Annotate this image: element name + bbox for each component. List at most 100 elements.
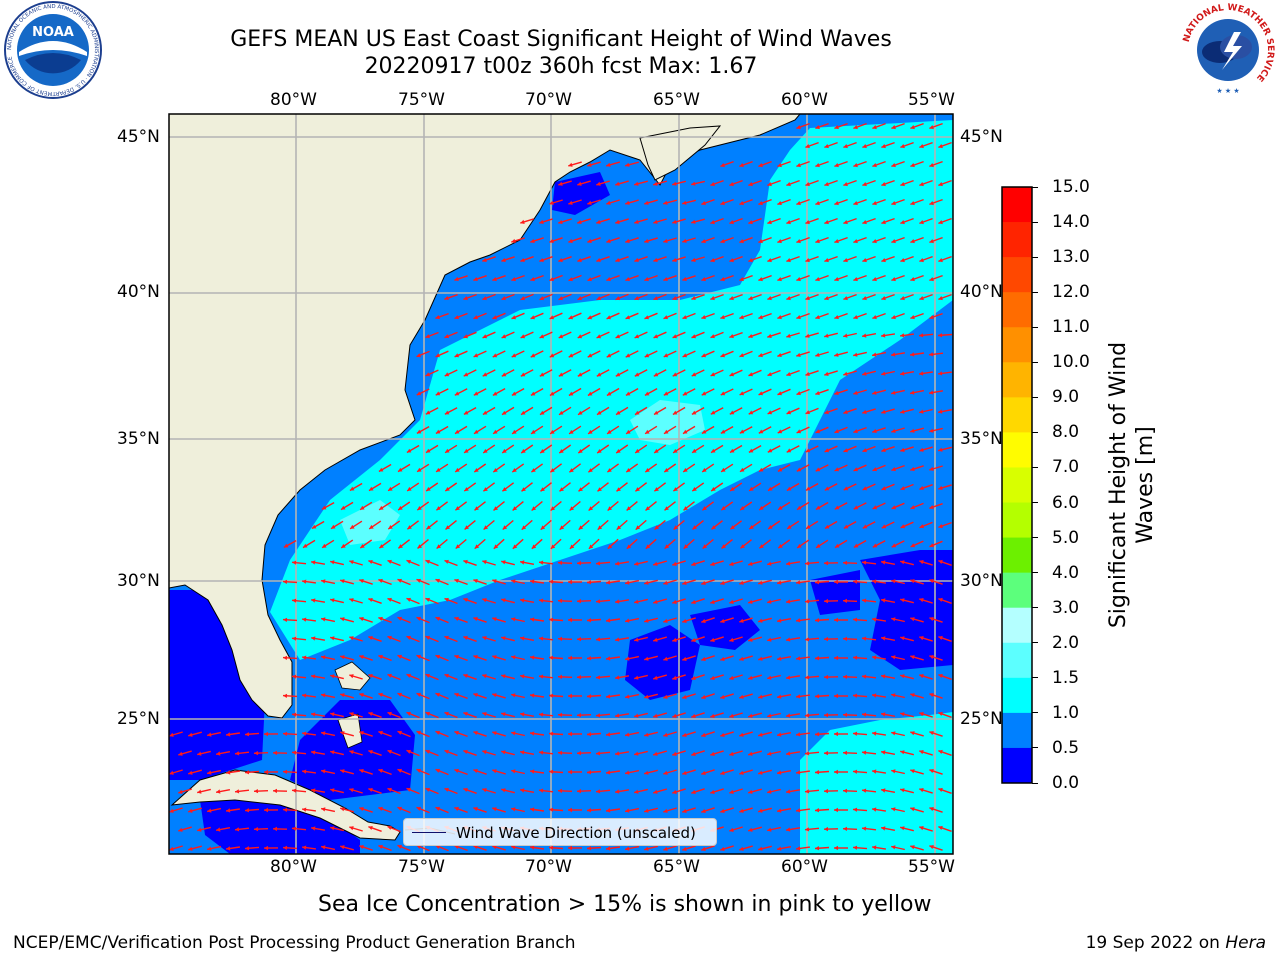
colorbar-tick-label: 12.0	[1052, 282, 1090, 303]
wave-direction-arrow	[368, 750, 382, 756]
wave-direction-arrow	[501, 293, 515, 301]
wave-direction-arrow	[682, 388, 696, 396]
wave-direction-arrow	[900, 560, 914, 566]
wave-direction-arrow	[606, 387, 620, 397]
wave-direction-arrow	[929, 807, 943, 813]
wave-direction-arrow	[814, 846, 830, 851]
wave-direction-arrow	[653, 482, 667, 492]
wave-direction-arrow	[586, 618, 602, 623]
wave-direction-arrow	[834, 198, 848, 206]
wave-direction-arrow	[349, 826, 363, 832]
wave-direction-arrow	[748, 826, 762, 832]
wave-direction-arrow	[463, 711, 477, 718]
wave-direction-arrow	[701, 274, 715, 282]
wave-direction-arrow	[482, 293, 496, 301]
wave-direction-arrow	[805, 141, 819, 149]
wave-direction-arrow	[511, 274, 525, 282]
wave-direction-arrow	[540, 482, 552, 492]
wave-direction-arrow	[387, 749, 401, 757]
wave-height-light-cyan-patch-2	[340, 500, 400, 545]
wave-direction-arrow	[928, 352, 944, 357]
wave-direction-arrow	[842, 560, 858, 565]
wave-direction-arrow	[511, 655, 525, 661]
wave-direction-arrow	[548, 693, 564, 698]
wave-direction-arrow	[416, 463, 430, 473]
wave-direction-arrow	[701, 693, 715, 699]
wave-direction-arrow	[291, 674, 307, 679]
wave-direction-arrow	[340, 617, 354, 623]
wave-direction-arrow	[824, 179, 838, 187]
wave-direction-arrow	[672, 482, 686, 492]
wave-direction-arrow	[910, 540, 924, 548]
wave-direction-arrow	[938, 711, 952, 718]
wave-direction-arrow	[899, 371, 915, 376]
footer-date: 19 Sep 2022 on Hera	[1086, 933, 1266, 953]
wave-direction-arrow	[862, 370, 876, 376]
wave-direction-arrow	[796, 312, 810, 320]
wave-direction-arrow	[852, 693, 868, 698]
wave-direction-arrow	[720, 845, 734, 851]
wave-direction-arrow	[891, 312, 905, 320]
wave-direction-arrow	[653, 636, 667, 642]
wave-direction-arrow	[330, 712, 344, 718]
wave-direction-arrow	[861, 560, 877, 565]
wave-direction-arrow	[701, 463, 715, 473]
colorbar-segment	[1002, 537, 1032, 574]
wave-direction-arrow	[691, 750, 705, 756]
colorbar-tick-label: 4.0	[1052, 562, 1080, 583]
wave-direction-arrow	[842, 674, 858, 679]
colorbar-segment	[1002, 502, 1032, 539]
wave-direction-arrow	[891, 389, 905, 395]
wave-direction-arrow	[501, 598, 515, 604]
wave-direction-arrow	[785, 827, 801, 832]
wave-direction-arrow	[842, 826, 858, 831]
wave-direction-arrow	[387, 711, 401, 719]
wave-direction-arrow	[682, 199, 696, 205]
wave-direction-arrow	[568, 617, 582, 623]
wave-direction-arrow	[463, 559, 477, 566]
wave-direction-arrow	[767, 407, 781, 415]
wave-direction-arrow	[938, 293, 952, 301]
wave-direction-arrow	[511, 769, 525, 775]
wave-direction-arrow	[777, 198, 791, 206]
wave-direction-arrow	[444, 294, 458, 300]
wave-direction-arrow	[720, 769, 734, 775]
wave-direction-arrow	[291, 788, 307, 793]
wave-direction-arrow	[644, 387, 658, 397]
wave-direction-arrow	[416, 350, 430, 358]
wave-direction-arrow	[804, 675, 820, 680]
wave-direction-arrow	[340, 539, 354, 549]
wave-direction-arrow	[785, 751, 801, 756]
wave-direction-arrow	[720, 463, 734, 473]
wave-direction-arrow	[748, 217, 762, 225]
wave-direction-arrow	[663, 237, 677, 243]
wave-direction-arrow	[425, 407, 439, 415]
wave-direction-arrow	[444, 331, 458, 339]
wave-direction-arrow	[720, 350, 734, 358]
wave-direction-arrow	[624, 769, 640, 775]
wave-direction-arrow	[576, 599, 592, 604]
wave-direction-arrow	[853, 312, 867, 320]
wave-direction-arrow	[634, 180, 648, 186]
wave-direction-arrow	[614, 789, 630, 794]
wave-direction-arrow	[368, 636, 382, 642]
wave-direction-arrow	[919, 674, 933, 680]
wave-direction-arrow	[511, 693, 525, 699]
wave-direction-arrow	[852, 579, 868, 584]
wave-direction-arrow	[672, 406, 686, 416]
wave-direction-arrow	[425, 369, 439, 377]
wave-direction-arrow	[626, 538, 638, 550]
wave-direction-arrow	[804, 789, 820, 794]
wave-direction-arrow	[682, 693, 696, 699]
wave-direction-arrow	[748, 407, 762, 415]
wave-direction-arrow	[253, 751, 269, 756]
wave-direction-arrow	[416, 578, 430, 586]
wave-direction-arrow	[834, 807, 848, 813]
legend-text: Wind Wave Direction (unscaled)	[456, 824, 696, 842]
wave-direction-arrow	[406, 482, 420, 492]
wave-direction-arrow	[682, 617, 696, 623]
wave-direction-arrow	[501, 674, 515, 680]
wave-direction-arrow	[225, 846, 241, 851]
wave-direction-arrow	[767, 750, 781, 756]
colorbar-tick-label: 9.0	[1052, 387, 1080, 408]
